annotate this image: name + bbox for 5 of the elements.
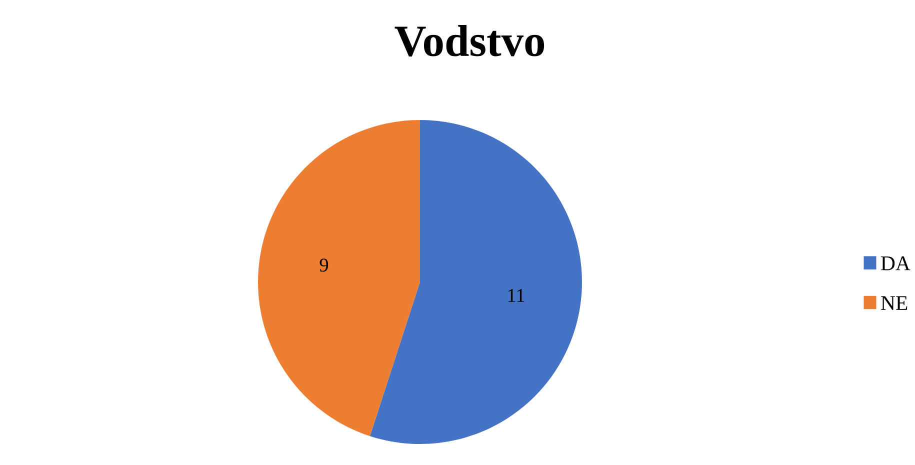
legend-label: NE: [881, 296, 908, 310]
chart-title: Vodstvo: [394, 25, 544, 57]
legend-label: DA: [881, 256, 910, 270]
data-label: 9: [320, 258, 328, 272]
data-label: 11: [508, 289, 524, 302]
